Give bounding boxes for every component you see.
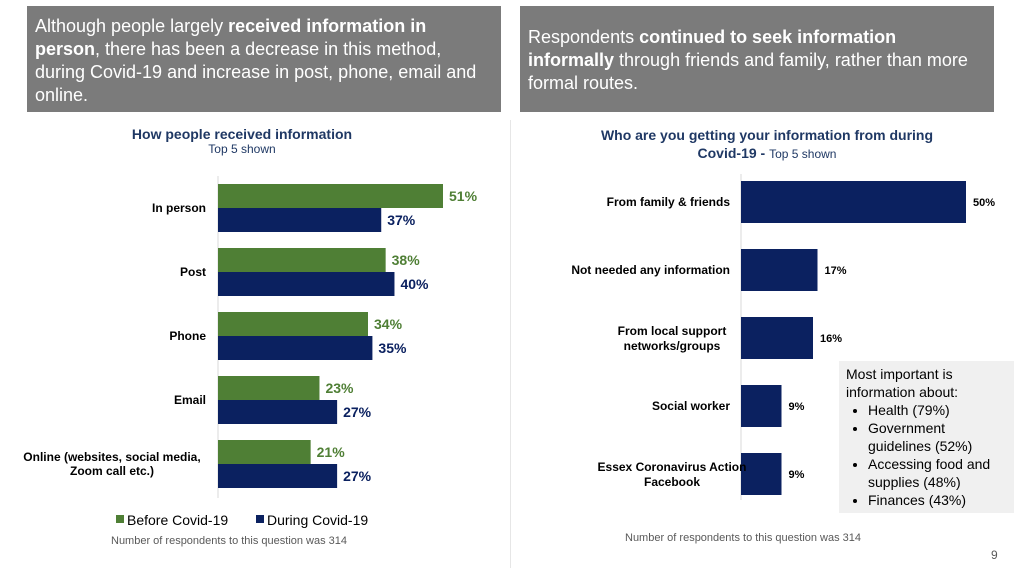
left-category-label-1: Post [180,265,206,279]
divider [510,120,511,568]
left-bar-before-1 [218,248,386,272]
banner-right-text-1: continued to seek information informally [528,27,897,70]
info-callout: Most important is information about: Hea… [839,361,1014,513]
banner-left-text-2: , there has been a decrease in this meth… [35,39,477,105]
legend-label-during: During Covid-19 [267,512,368,528]
legend-swatch-during [256,515,264,523]
left-category-label-3: Email [174,393,206,407]
legend-label-before: Before Covid-19 [127,512,228,528]
right-category-label-0: From family & friends [607,195,731,209]
left-data-label-before-4: 21% [317,444,346,460]
left-chart-title-block: How people received information Top 5 sh… [100,126,384,156]
left-bar-during-4 [218,464,338,488]
legend-swatch-before [116,515,124,523]
left-data-label-during-1: 40% [400,276,429,292]
left-data-label-before-3: 23% [325,380,354,396]
right-chart-title: Who are you getting your information fro… [582,126,952,163]
right-data-label-4: 9% [789,469,805,481]
right-data-label-2: 16% [820,333,842,345]
banner-left-text-1: received information in person [35,16,427,59]
left-bar-before-0 [218,184,443,208]
right-bar-1 [741,249,818,291]
left-chart-title: How people received information [131,126,353,142]
left-bar-before-4 [218,440,311,464]
left-category-label-2: Phone [169,329,206,343]
right-bar-3 [741,385,782,427]
left-bar-during-1 [218,272,395,296]
left-data-label-during-0: 37% [387,212,416,228]
callout-intro: Most important is information about: [846,366,959,400]
banner-left: Although people largely received informa… [27,6,501,112]
banner-right-text-0: Respondents [528,27,640,47]
left-data-label-during-4: 27% [343,468,372,484]
banner-right: Respondents continued to seek informatio… [520,6,994,112]
right-bar-4 [741,453,782,495]
right-data-label-0: 50% [973,197,995,209]
callout-item-0: Health (79%) [868,401,1007,419]
left-bar-during-0 [218,208,382,232]
right-bar-0 [741,181,966,223]
right-chart-title-sub: Top 5 shown [769,147,837,161]
right-category-label-1: Not needed any information [571,263,730,277]
right-chart-title-main: Who are you getting your information fro… [600,127,934,161]
left-category-label-0: In person [152,201,206,215]
left-bar-before-3 [218,376,320,400]
callout-item-1: Government guidelines (52%) [868,419,1007,455]
banner-right-text-2: through friends and family, rather than … [528,50,968,93]
left-chart-subtitle: Top 5 shown [208,142,276,156]
right-data-label-1: 17% [825,265,847,277]
right-bar-2 [741,317,813,359]
right-category-label-3: Social worker [652,399,730,413]
left-data-label-before-0: 51% [449,188,478,204]
right-category-label-2: From local support networks/groups [618,324,727,353]
right-category-label-4: Essex Coronavirus Action Facebook [598,460,747,489]
left-bar-during-2 [218,336,373,360]
callout-list: Health (79%)Government guidelines (52%)A… [846,401,1007,509]
left-data-label-before-1: 38% [392,252,421,268]
left-chart-note: Number of respondents to this question w… [111,535,348,547]
callout-item-3: Finances (43%) [868,491,1007,509]
banner-left-text-0: Although people largely [35,16,229,36]
left-data-label-before-2: 34% [374,316,403,332]
left-bar-during-3 [218,400,338,424]
left-bar-before-2 [218,312,368,336]
callout-item-2: Accessing food and supplies (48%) [868,455,1007,491]
left-category-label-4: Online (websites, social media, Zoom call… [23,450,200,478]
left-data-label-during-3: 27% [343,404,372,420]
page-number: 9 [991,548,998,562]
right-data-label-3: 9% [789,401,805,413]
right-chart-note: Number of respondents to this question w… [625,532,862,544]
left-data-label-during-2: 35% [378,340,407,356]
